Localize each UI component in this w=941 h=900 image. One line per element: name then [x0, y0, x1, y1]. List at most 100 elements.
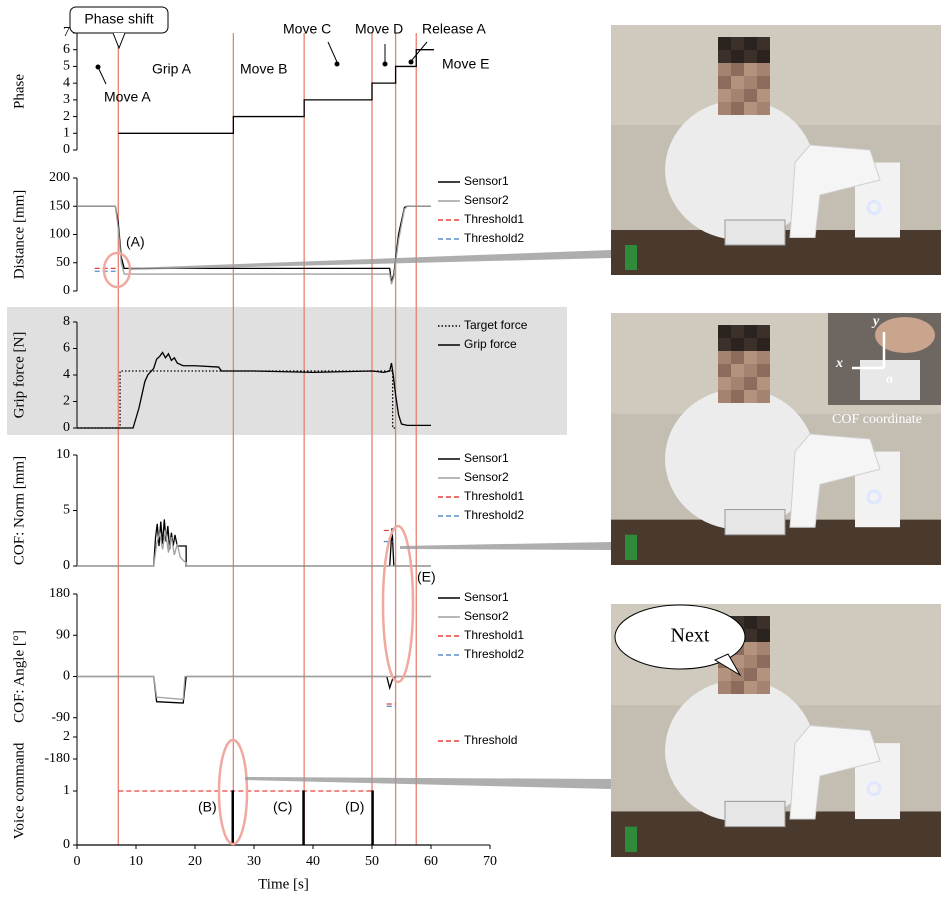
y-tick-label: 10	[56, 447, 70, 462]
annotation: (D)	[345, 799, 364, 815]
photo-head-pixel	[718, 102, 731, 115]
annotation: (E)	[417, 569, 436, 585]
y-tick-label: 100	[49, 227, 70, 242]
photo-head-pixel	[757, 681, 770, 694]
legend-label: Sensor2	[464, 609, 509, 623]
annotation: (B)	[198, 799, 217, 815]
legend-label: Sensor1	[464, 451, 509, 465]
photo-head-pixel	[744, 629, 757, 642]
x-tick-label: 20	[188, 854, 202, 869]
photo-head-pixel	[744, 76, 757, 89]
y-tick-label: 3	[63, 92, 70, 107]
photo-object	[625, 535, 637, 560]
connector	[400, 542, 611, 550]
photos	[611, 25, 941, 857]
x-tick-label: 60	[424, 854, 438, 869]
data-line	[77, 677, 431, 700]
photo-head-pixel	[718, 390, 731, 403]
y-tick-label: -180	[44, 751, 70, 766]
y-tick-label: 2	[63, 109, 70, 124]
x-tick-label: 0	[74, 854, 81, 869]
data-line	[77, 519, 431, 566]
photo-head-pixel	[731, 325, 744, 338]
photo-head-pixel	[744, 102, 757, 115]
photo-head-pixel	[757, 642, 770, 655]
photo-head-pixel	[718, 76, 731, 89]
y-axis-label: Distance [mm]	[11, 190, 27, 280]
y-axis-label: Phase	[11, 74, 27, 109]
inset-label: y	[871, 314, 880, 329]
photo-head-pixel	[757, 37, 770, 50]
y-tick-label: 6	[63, 42, 70, 57]
photo-head-pixel	[718, 377, 731, 390]
y-axis-label: COF: Angle [°]	[11, 630, 27, 723]
y-tick-label: 200	[49, 170, 70, 185]
y-axis-label: COF: Norm [mm]	[11, 456, 27, 565]
photo-head-pixel	[731, 377, 744, 390]
y-tick-label: 0	[63, 837, 70, 852]
annotation: Move D	[355, 21, 403, 37]
legend-label: Threshold2	[464, 508, 524, 522]
annotation: (C)	[273, 799, 292, 815]
legend-label: Target force	[464, 318, 528, 332]
y-tick-label: 1	[63, 126, 70, 141]
leader	[98, 67, 106, 84]
photo-head-pixel	[757, 629, 770, 642]
inset-label: x	[835, 356, 843, 371]
legend-label: Sensor1	[464, 174, 509, 188]
annotation: Move A	[104, 89, 151, 105]
photo-head-pixel	[744, 338, 757, 351]
data-line	[77, 791, 431, 845]
legend-label: Threshold	[464, 733, 517, 747]
y-tick-label: 7	[63, 25, 70, 40]
legend-label: Threshold2	[464, 647, 524, 661]
data-line	[77, 677, 431, 704]
y-axis-label: Grip force [N]	[11, 332, 27, 419]
annotation: Release A	[422, 21, 486, 37]
photo-head-pixel	[757, 325, 770, 338]
connector	[245, 777, 611, 789]
x-tick-label: 30	[247, 854, 261, 869]
y-tick-label: 6	[63, 341, 70, 356]
annotation: Move B	[240, 61, 287, 77]
photo-head-pixel	[744, 390, 757, 403]
photo-head-pixel	[718, 325, 731, 338]
photo-head-pixel	[731, 681, 744, 694]
photo-head-pixel	[744, 63, 757, 76]
y-tick-label: 2	[63, 394, 70, 409]
y-tick-label: 150	[49, 198, 70, 213]
y-tick-label: 0	[63, 283, 70, 298]
photo-head-pixel	[744, 325, 757, 338]
y-tick-label: 4	[63, 75, 70, 90]
inset-label: o	[886, 372, 893, 387]
photo-head-pixel	[744, 377, 757, 390]
photo-head-pixel	[718, 89, 731, 102]
photo-head-pixel	[757, 89, 770, 102]
photo-head-pixel	[744, 37, 757, 50]
photo-head-pixel	[744, 681, 757, 694]
x-tick-label: 50	[365, 854, 379, 869]
y-tick-label: 1	[63, 783, 70, 798]
photo-head-pixel	[718, 37, 731, 50]
phase-dot	[383, 62, 388, 67]
photo-object	[625, 827, 637, 852]
legend-label: Sensor2	[464, 470, 509, 484]
photo-robot-hand	[725, 801, 785, 826]
photo-head-pixel	[731, 50, 744, 63]
photo-head-pixel	[718, 668, 731, 681]
photo-head-pixel	[757, 76, 770, 89]
photo-head-pixel	[744, 50, 757, 63]
photo-head-pixel	[718, 63, 731, 76]
photo-head-pixel	[757, 668, 770, 681]
y-tick-label: 50	[56, 255, 70, 270]
photo-head-pixel	[731, 63, 744, 76]
photo-head-pixel	[731, 76, 744, 89]
photo-robot-hand	[725, 220, 785, 245]
photo-head-pixel	[757, 364, 770, 377]
y-tick-label: 2	[63, 729, 70, 744]
photo-head-pixel	[744, 351, 757, 364]
y-tick-label: 0	[63, 558, 70, 573]
data-line	[77, 530, 431, 566]
callout-pointer	[113, 33, 125, 48]
figure: 01234567Phase050100150200Distance [mm]Se…	[0, 0, 941, 900]
